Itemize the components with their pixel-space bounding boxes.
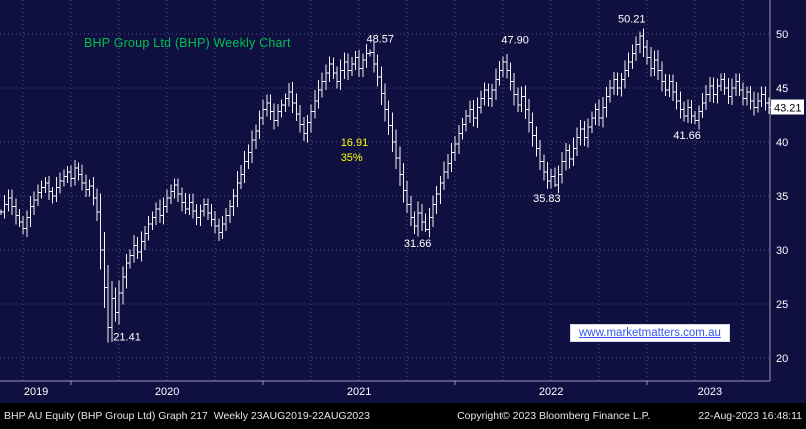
last-price-label: 43.21 bbox=[774, 102, 802, 114]
x-axis-label: 2023 bbox=[698, 386, 722, 398]
x-axis-label: 2022 bbox=[539, 386, 563, 398]
price-annotation: 21.41 bbox=[113, 332, 141, 344]
price-chart-canvas[interactable]: 20 25 30 35 40 45 50 2019 2020 2021 2022 2023 21.41 4… bbox=[0, 0, 806, 403]
footer-security-info: BHP AU Equity (BHP Group Ltd) Graph 217 … bbox=[4, 410, 370, 422]
y-axis-label: 30 bbox=[776, 245, 788, 257]
y-axis-label: 20 bbox=[776, 353, 788, 365]
marketmatters-link[interactable]: www.marketmatters.com.au bbox=[570, 324, 730, 342]
price-annotation: 35.83 bbox=[533, 193, 561, 205]
y-axis-label: 35 bbox=[776, 191, 788, 203]
chart-title: BHP Group Ltd (BHP) Weekly Chart bbox=[84, 36, 291, 50]
y-axis-label: 45 bbox=[776, 83, 788, 95]
move-callout: 16.91 bbox=[341, 137, 369, 149]
price-annotation: 31.66 bbox=[404, 238, 432, 250]
footer-timestamp: 22-Aug-2023 16:48:11 bbox=[698, 410, 802, 422]
footer-copyright: Copyright© 2023 Bloomberg Finance L.P. bbox=[457, 410, 651, 422]
last-price-box bbox=[771, 99, 804, 115]
ohlc-bars bbox=[0, 28, 771, 343]
move-callout: 35% bbox=[341, 152, 363, 164]
y-axis-label: 40 bbox=[776, 137, 788, 149]
price-annotation: 50.21 bbox=[618, 14, 646, 26]
price-annotation: 41.66 bbox=[673, 130, 701, 142]
status-bar: BHP AU Equity (BHP Group Ltd) Graph 217 … bbox=[0, 403, 806, 429]
y-axis-label: 50 bbox=[776, 29, 788, 41]
price-annotation: 48.57 bbox=[366, 33, 394, 45]
x-axis-label: 2019 bbox=[24, 386, 48, 398]
x-axis-label: 2021 bbox=[347, 386, 371, 398]
price-annotation: 47.90 bbox=[501, 35, 529, 47]
x-axis-label: 2020 bbox=[155, 386, 179, 398]
y-axis-label: 25 bbox=[776, 299, 788, 311]
